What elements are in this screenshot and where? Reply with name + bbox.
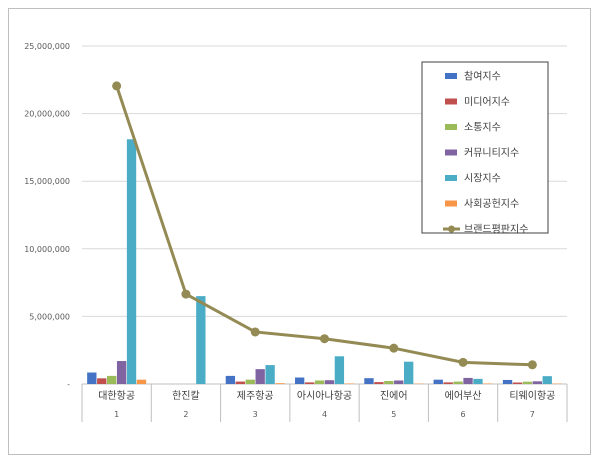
x-category-label: 티웨이항공 bbox=[509, 390, 555, 402]
bar-2-1 bbox=[97, 378, 107, 384]
x-category-label: 아시아나항공 bbox=[297, 390, 352, 402]
legend-label: 시장지수 bbox=[464, 173, 501, 185]
bar-3-6 bbox=[453, 381, 463, 384]
legend-swatch bbox=[445, 124, 457, 130]
legend-swatch bbox=[445, 149, 457, 156]
bar-1-5 bbox=[364, 378, 374, 384]
y-tick-label: 20,000,000 bbox=[24, 110, 70, 119]
bar-5-2 bbox=[196, 296, 206, 384]
line-point-2 bbox=[181, 289, 191, 299]
legend-marker bbox=[448, 225, 455, 233]
bar-5-3 bbox=[265, 365, 275, 384]
bar-2-5 bbox=[374, 382, 384, 384]
bar-5-7 bbox=[542, 376, 552, 384]
y-tick-label: 10,000,000 bbox=[24, 245, 70, 254]
bar-1-1 bbox=[87, 372, 97, 384]
bar-5-1 bbox=[126, 139, 137, 384]
x-category-label: 대한항공 bbox=[98, 390, 135, 402]
bar-2-4 bbox=[304, 382, 315, 384]
bar-1-3 bbox=[225, 375, 236, 384]
x-category-number: 6 bbox=[461, 410, 466, 419]
bar-6-1 bbox=[136, 379, 147, 384]
legend-label: 미디어지수 bbox=[464, 96, 510, 108]
bar-6-4 bbox=[344, 383, 354, 384]
bar-2-6 bbox=[443, 382, 453, 384]
y-tick-label: - bbox=[67, 380, 70, 389]
bar-5-6 bbox=[473, 378, 483, 384]
line-point-5 bbox=[389, 343, 399, 353]
line-point-7 bbox=[527, 360, 537, 370]
bar-3-4 bbox=[314, 380, 325, 384]
x-category-label: 한진칼 bbox=[172, 389, 200, 402]
bar-6-3 bbox=[275, 383, 285, 384]
bar-6-6 bbox=[483, 383, 493, 384]
x-category-label: 제주항공 bbox=[237, 390, 274, 402]
x-category-number: 7 bbox=[530, 410, 535, 419]
bar-4-3 bbox=[255, 369, 265, 384]
bar-1-7 bbox=[502, 379, 513, 384]
x-category-number: 5 bbox=[391, 410, 396, 419]
bar-3-7 bbox=[522, 381, 533, 384]
x-category-label: 에어부산 bbox=[445, 390, 482, 402]
bar-4-4 bbox=[324, 380, 335, 384]
x-category-label: 진에어 bbox=[380, 390, 408, 402]
x-category-number: 4 bbox=[322, 410, 327, 419]
bar-1-6 bbox=[433, 379, 443, 384]
bar-2-7 bbox=[512, 382, 523, 384]
x-category-number: 1 bbox=[114, 410, 119, 419]
y-tick-label: 5,000,000 bbox=[29, 312, 70, 321]
legend-swatch bbox=[445, 200, 457, 207]
bar-2-3 bbox=[235, 381, 245, 384]
legend-label: 소통지수 bbox=[464, 122, 501, 134]
bar-4-6 bbox=[463, 377, 473, 384]
legend-label: 커뮤니티지수 bbox=[464, 147, 519, 159]
x-category-number: 2 bbox=[183, 410, 188, 419]
y-tick-label: 25,000,000 bbox=[24, 42, 70, 51]
bar-3-5 bbox=[384, 381, 394, 384]
line-point-3 bbox=[250, 327, 260, 337]
line-point-4 bbox=[320, 334, 329, 344]
bar-5-4 bbox=[334, 356, 345, 384]
line-point-1 bbox=[112, 81, 122, 91]
bar-4-7 bbox=[532, 381, 542, 384]
legend-swatch bbox=[445, 175, 457, 181]
legend-label: 참여지수 bbox=[464, 71, 501, 83]
x-category-number: 3 bbox=[253, 410, 258, 419]
legend-label: 사회공헌지수 bbox=[464, 198, 519, 210]
y-tick-label: 15,000,000 bbox=[24, 177, 70, 186]
legend-swatch bbox=[445, 98, 457, 105]
line-point-6 bbox=[458, 357, 468, 367]
bar-4-1 bbox=[116, 361, 127, 384]
bar-3-3 bbox=[245, 379, 255, 384]
bar-5-5 bbox=[404, 361, 414, 384]
bar-3-1 bbox=[107, 375, 117, 384]
bar-1-4 bbox=[295, 377, 305, 384]
legend-label: 브랜드평판지수 bbox=[464, 224, 528, 236]
legend-box bbox=[421, 61, 549, 234]
bar-4-5 bbox=[394, 380, 404, 384]
legend-swatch bbox=[445, 73, 457, 79]
